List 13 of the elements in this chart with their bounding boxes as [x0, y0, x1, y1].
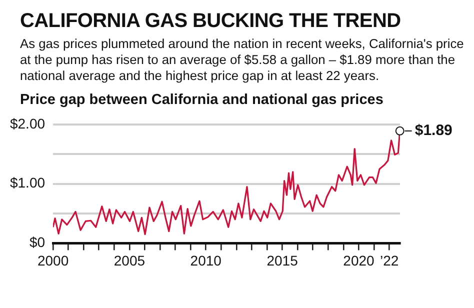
text: Price gap between California and national gas prices: [20, 92, 384, 108]
chart-subtitle: As gas prices plummeted around the nation in recent weeks, California's price at the pump has risen to an average of $5.58 a gallon – $1.89 more than the national average and the highest price gap in at least 22 years.: [20, 36, 465, 84]
x-tick-label: 2020: [343, 252, 375, 268]
x-tick-label: 2015: [266, 252, 298, 268]
y-tick-label: $2.00: [10, 115, 46, 132]
x-tick-label: 2005: [114, 252, 146, 268]
x-tick-label: ’22: [380, 252, 399, 268]
x-tick-label: 2010: [190, 252, 222, 268]
chart-title: CALIFORNIA GAS BUCKING THE TREND: [20, 10, 402, 33]
y-tick-label: $0: [29, 234, 46, 250]
x-tick-label: 2000: [37, 252, 69, 268]
y-tick-label: $1.00: [10, 174, 46, 191]
annotation: $1.89: [414, 122, 452, 140]
